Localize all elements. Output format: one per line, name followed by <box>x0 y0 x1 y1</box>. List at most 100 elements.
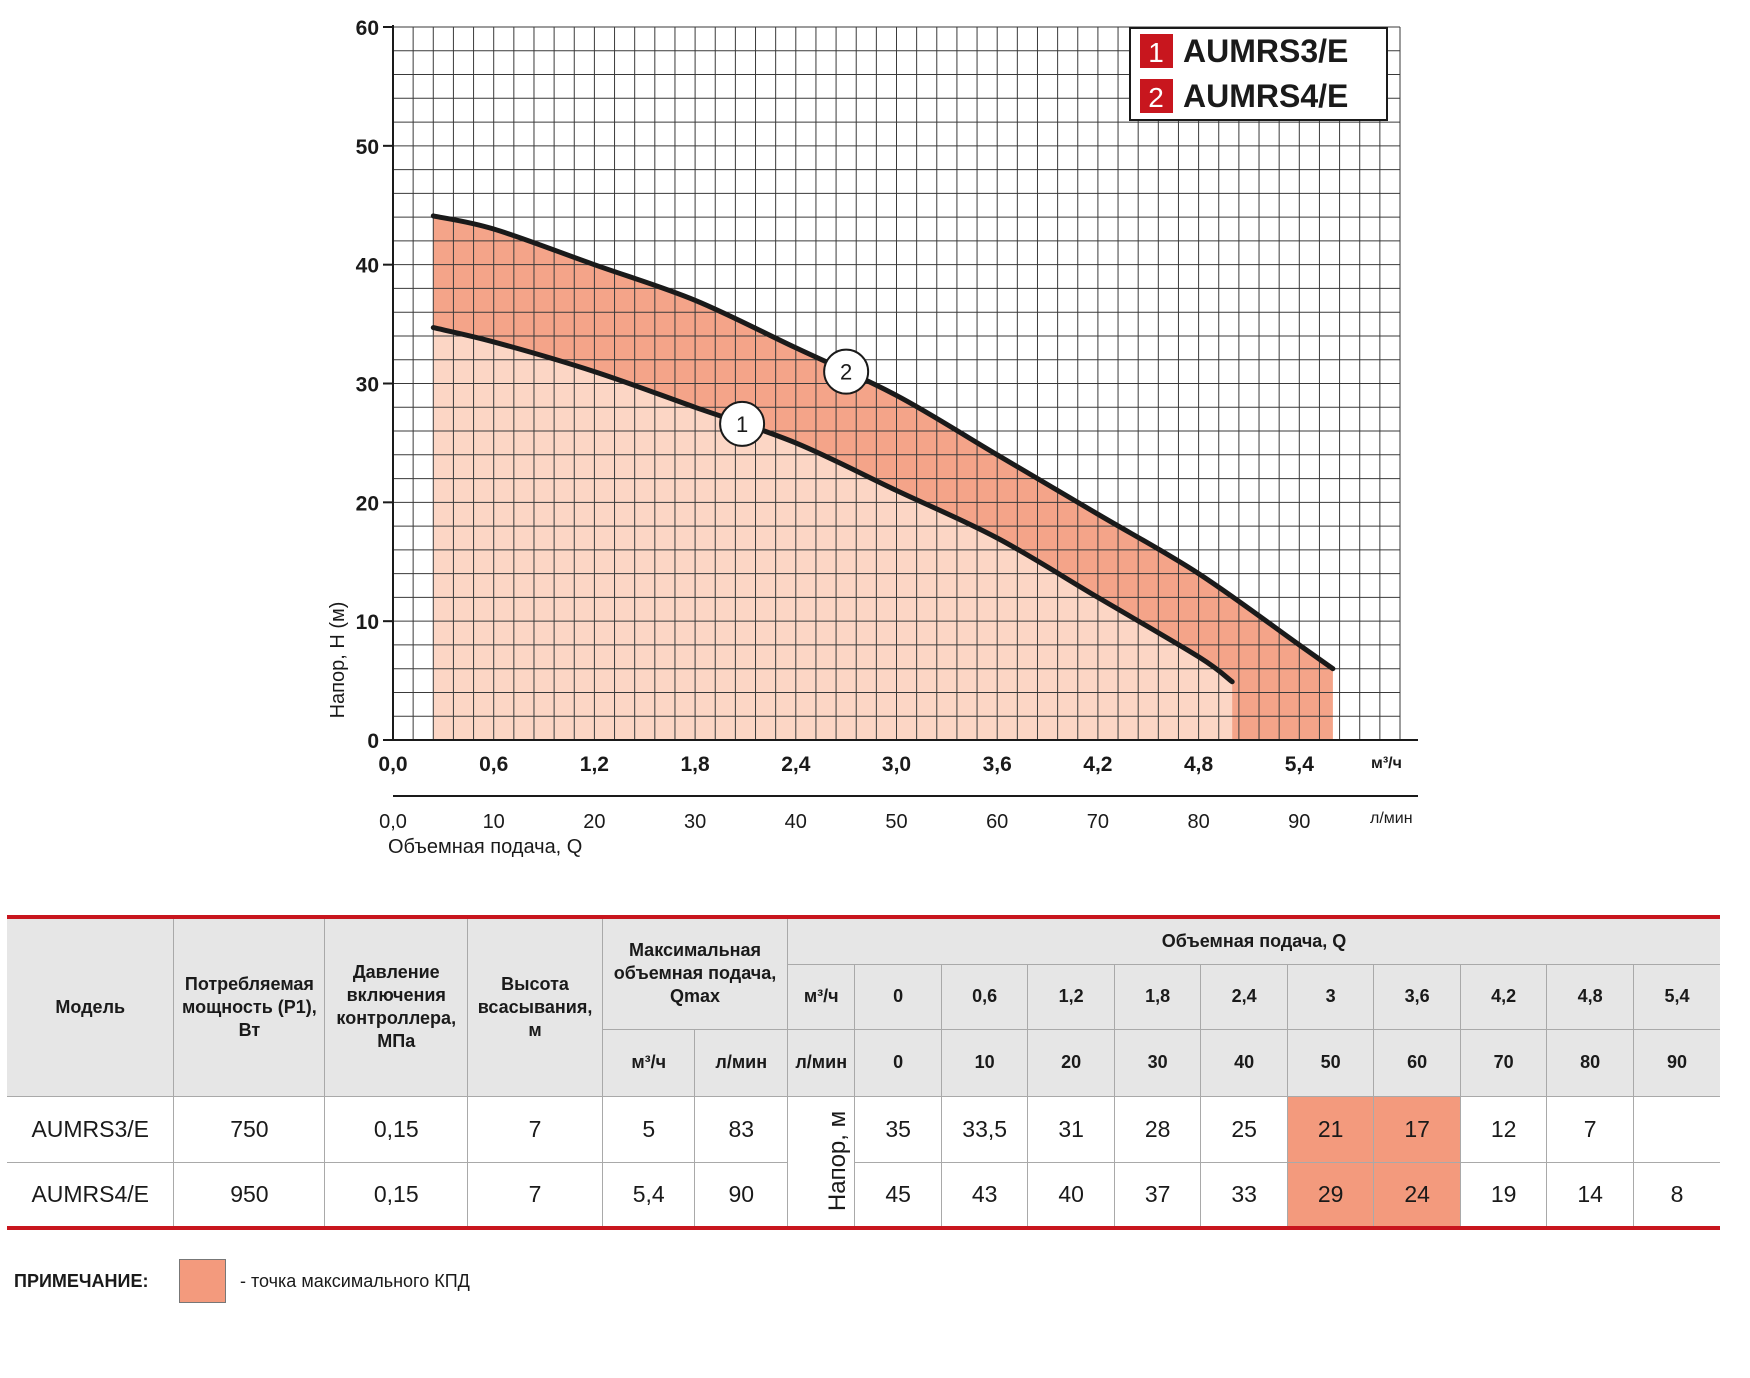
header-flow-lmin-label: л/мин <box>787 1028 856 1097</box>
header-suction: Высота всасывания, м <box>467 916 603 1097</box>
cell-head: 24 <box>1373 1161 1461 1229</box>
chart-curves <box>430 213 1336 685</box>
x-tick-label-primary: 0,0 <box>378 753 407 776</box>
x-tick-label-primary: 3,6 <box>983 753 1012 776</box>
cell-qmax-lmin: 90 <box>694 1161 789 1229</box>
header-flow: Объемная подача, Q <box>787 916 1720 965</box>
header-flow-lmin-value: 40 <box>1200 1028 1288 1097</box>
x-tick-label-primary: 4,2 <box>1083 753 1112 776</box>
header-flow-m3-label: м³/ч <box>787 963 856 1030</box>
y-tick-label: 50 <box>356 136 379 159</box>
series-marker-2 <box>823 348 870 395</box>
table-row: AUMRS3/E 750 0,15 7 5 83 Напор, м 35 33,5 31 28 25 2… <box>7 1095 1720 1229</box>
cell-suction: 7 <box>467 1095 603 1163</box>
header-flow-lmin-value: 70 <box>1459 1028 1548 1097</box>
x-tick-label-primary: 3,0 <box>882 753 911 776</box>
x-tick-label-primary: 2,4 <box>781 753 811 776</box>
series-marker-1 <box>719 400 766 447</box>
x-tick-label-primary: 4,8 <box>1184 753 1214 776</box>
cell-head: 43 <box>940 1161 1029 1229</box>
cell-head: 31 <box>1027 1095 1115 1163</box>
header-flow-lmin-value: 60 <box>1373 1028 1461 1097</box>
cell-qmax-m3: 5,4 <box>601 1161 696 1229</box>
cell-power: 950 <box>173 1161 326 1229</box>
header-power: Потребляемая мощность (Р1), Вт <box>173 916 326 1097</box>
x-axis-label: Объемная подача, Q <box>388 836 582 858</box>
header-flow-m3-value: 1,8 <box>1113 963 1202 1030</box>
cell-head: 45 <box>854 1161 942 1229</box>
x-tick-label-primary: 5,4 <box>1285 753 1315 776</box>
x-tick-label-secondary: 90 <box>1288 811 1310 833</box>
cell-head: 25 <box>1200 1095 1288 1163</box>
x-tick-label-secondary: 30 <box>684 811 706 833</box>
series-marker-label-2: 2 <box>840 360 852 385</box>
x-tick-label-secondary: 10 <box>483 811 505 833</box>
cell-suction: 7 <box>467 1161 603 1229</box>
y-axis-label: Напор, Н (м) <box>327 602 349 719</box>
cell-head: 40 <box>1027 1161 1115 1229</box>
y-tick-label: 20 <box>356 492 379 515</box>
series-line-2 <box>430 213 1336 672</box>
legend-label-1: AUMRS3/E <box>1183 33 1348 69</box>
header-model: Модель <box>7 916 175 1097</box>
header-flow-m3-value: 0 <box>854 963 942 1030</box>
chart-axes <box>383 25 1418 797</box>
x-tick-labels-primary: 0,0 0,6 1,2 1,8 2,4 3,0 3,6 4,2 4,8 5,4 <box>378 753 1314 776</box>
chart-legend: 1 AUMRS3/E 2 AUMRS4/E <box>1129 27 1388 121</box>
cell-head: 21 <box>1286 1095 1375 1163</box>
cell-head: 28 <box>1113 1095 1202 1163</box>
series-line-1 <box>430 325 1235 685</box>
specifications-table: Модель Потребляемая мощность (Р1), Вт Да… <box>7 915 1720 1230</box>
header-flow-lmin-value: 20 <box>1027 1028 1115 1097</box>
header-flow-m3-value: 5,4 <box>1632 963 1720 1030</box>
header-qmax: Максимальная объемная подача, Qmax <box>601 916 789 1030</box>
cell-qmax-m3: 5 <box>601 1095 696 1163</box>
cell-head: 19 <box>1459 1161 1548 1229</box>
header-flow-lmin-value: 80 <box>1546 1028 1634 1097</box>
x-tick-labels-secondary: 0,0 10 20 30 40 50 60 70 80 90 <box>379 811 1310 833</box>
cell-power: 750 <box>173 1095 326 1163</box>
x-tick-label-primary: 1,8 <box>680 753 710 776</box>
note-title: ПРИМЕЧАНИЕ: <box>14 1270 149 1291</box>
note-swatch <box>179 1259 226 1303</box>
x-tick-label-secondary: 20 <box>583 811 605 833</box>
x-tick-label-primary: 1,2 <box>580 753 609 776</box>
cell-head: 7 <box>1546 1095 1634 1163</box>
head-label-cell: Напор, м <box>787 1095 856 1229</box>
x-tick-label-secondary: 40 <box>785 811 807 833</box>
header-flow-m3-value: 4,8 <box>1546 963 1634 1030</box>
y-tick-label: 0 <box>367 730 379 753</box>
cell-head: 33,5 <box>940 1095 1029 1163</box>
header-pressure: Давление включения контроллера, МПа <box>324 916 469 1097</box>
legend-label-2: AUMRS4/E <box>1183 78 1348 114</box>
cell-head: 17 <box>1373 1095 1461 1163</box>
header-flow-lmin-value: 50 <box>1286 1028 1375 1097</box>
curve-markers: 12 <box>719 348 870 447</box>
header-flow-m3-value: 3 <box>1286 963 1375 1030</box>
legend-number-2: 2 <box>1148 82 1164 113</box>
header-flow-lmin-value: 30 <box>1113 1028 1202 1097</box>
header-flow-lmin-value: 0 <box>854 1028 942 1097</box>
curve-fills <box>433 215 1333 740</box>
cell-head: 33 <box>1200 1161 1288 1229</box>
x-tick-label-secondary: 60 <box>986 811 1008 833</box>
x-tick-label-secondary: 80 <box>1187 811 1209 833</box>
y-tick-labels: 0 10 20 30 40 50 60 <box>356 17 379 753</box>
header-qmax-m3: м³/ч <box>602 1028 696 1097</box>
y-tick-label: 30 <box>356 374 379 397</box>
header-flow-m3-value: 1,2 <box>1027 963 1115 1030</box>
cell-pressure: 0,15 <box>324 1161 469 1229</box>
cell-head: 37 <box>1113 1161 1202 1229</box>
cell-head: 14 <box>1546 1161 1634 1229</box>
header-flow-m3-value: 0,6 <box>940 963 1029 1030</box>
header-flow-m3-value: 2,4 <box>1200 963 1288 1030</box>
note-text: - точка максимального КПД <box>240 1270 470 1291</box>
cell-head: 8 <box>1632 1161 1720 1229</box>
header-flow-m3-value: 3,6 <box>1373 963 1461 1030</box>
cell-model: AUMRS4/E <box>7 1161 175 1229</box>
x-unit-primary: м³/ч <box>1371 755 1402 772</box>
series-marker-label-1: 1 <box>736 412 748 437</box>
x-tick-label-secondary: 70 <box>1087 811 1109 833</box>
legend-swatch-2 <box>1140 79 1173 113</box>
